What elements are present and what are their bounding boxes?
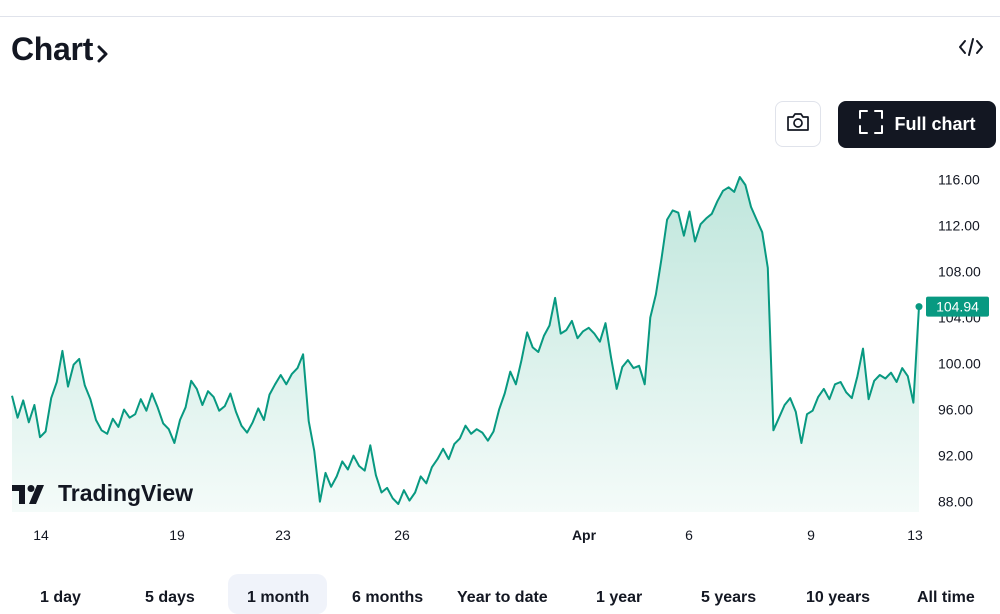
price-chart[interactable]: 116.00112.00108.00104.00100.0096.0092.00… xyxy=(0,150,1000,550)
y-tick-label: 96.00 xyxy=(938,402,973,418)
full-chart-button[interactable]: Full chart xyxy=(838,101,996,148)
y-tick-label: 112.00 xyxy=(938,217,980,233)
last-price-dot xyxy=(915,303,923,311)
x-tick-label: 14 xyxy=(33,527,49,543)
y-tick-label: 108.00 xyxy=(938,263,981,279)
chevron-right-icon xyxy=(97,34,109,71)
page-title: Chart xyxy=(11,31,94,67)
camera-icon xyxy=(785,111,811,138)
range-selector: 1 day 5 days 1 month 6 months Year to da… xyxy=(0,574,1000,614)
range-all-time[interactable]: All time xyxy=(917,589,975,606)
x-tick-label: 13 xyxy=(907,527,923,543)
range-year-to-date[interactable]: Year to date xyxy=(457,589,548,606)
x-tick-label: 26 xyxy=(394,527,410,543)
y-tick-label: 100.00 xyxy=(938,356,981,372)
y-tick-label: 92.00 xyxy=(938,448,973,464)
tradingview-wordmark: TradingView xyxy=(58,480,194,506)
range-1-year[interactable]: 1 year xyxy=(596,589,643,606)
last-price-badge xyxy=(926,296,989,317)
fullscreen-icon xyxy=(858,109,884,140)
chart-heading-link[interactable]: Chart xyxy=(11,28,109,71)
price-area xyxy=(12,177,919,512)
tradingview-logo: TradingView xyxy=(12,480,193,507)
range-5-years[interactable]: 5 years xyxy=(701,589,757,606)
range-10-years[interactable]: 10 years xyxy=(806,589,871,606)
tradingview-icon xyxy=(12,484,44,504)
last-price-label: 104.94 xyxy=(936,299,979,315)
x-tick-label: Apr xyxy=(572,527,597,543)
y-tick-label: 88.00 xyxy=(938,494,973,510)
x-tick-label: 23 xyxy=(275,527,291,543)
range-5-days[interactable]: 5 days xyxy=(145,589,195,606)
range-1-day[interactable]: 1 day xyxy=(40,589,81,606)
x-tick-label: 9 xyxy=(807,527,815,543)
code-icon[interactable] xyxy=(956,34,986,60)
price-line xyxy=(11,176,920,505)
range-1-month[interactable]: 1 month xyxy=(228,574,327,614)
x-tick-label: 6 xyxy=(685,527,693,543)
screenshot-button[interactable] xyxy=(775,101,821,147)
range-6-months[interactable]: 6 months xyxy=(352,589,424,606)
y-tick-label: 116.00 xyxy=(938,171,980,187)
top-divider xyxy=(0,16,1000,17)
full-chart-label: Full chart xyxy=(894,114,976,134)
x-tick-label: 19 xyxy=(169,527,185,543)
